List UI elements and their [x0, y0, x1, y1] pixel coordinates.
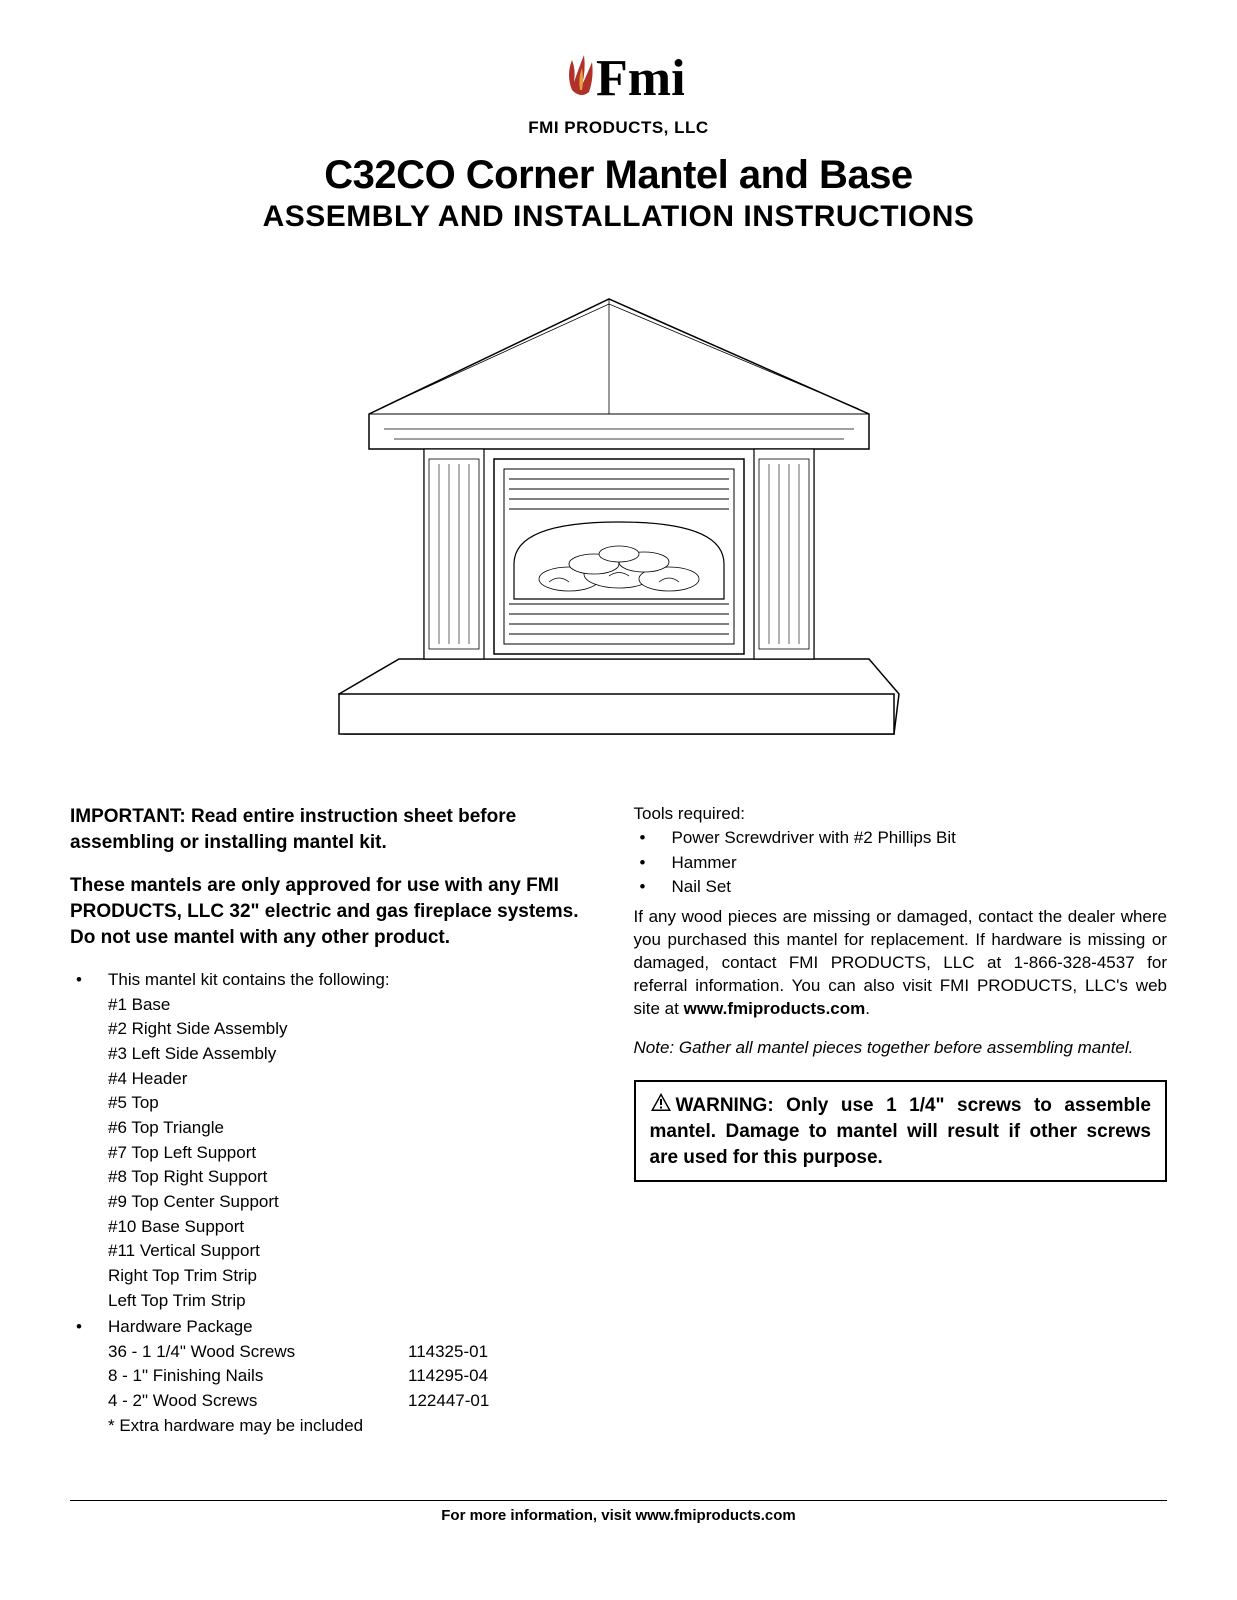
- footer: For more information, visit www.fmiprodu…: [70, 1500, 1167, 1524]
- warning-box: WARNING: Only use 1 1/4" screws to assem…: [634, 1080, 1168, 1183]
- tools-header: Tools required:: [634, 804, 1168, 824]
- hardware-note: * Extra hardware may be included: [108, 1414, 604, 1439]
- kit-item: Left Top Trim Strip: [108, 1289, 604, 1314]
- left-column: IMPORTANT: Read entire instruction sheet…: [70, 804, 604, 1440]
- note-text: Note: Gather all mantel pieces together …: [634, 1037, 1168, 1060]
- tools-list: Power Screwdriver with #2 Phillips BitHa…: [634, 826, 1168, 900]
- kit-item: #8 Top Right Support: [108, 1165, 604, 1190]
- hardware-row: 36 - 1 1/4" Wood Screws114325-01: [108, 1340, 604, 1365]
- warning-text: WARNING: Only use 1 1/4" screws to assem…: [650, 1094, 1152, 1167]
- kit-item: #2 Right Side Assembly: [108, 1017, 604, 1042]
- company-name: FMI PRODUCTS, LLC: [70, 118, 1167, 138]
- kit-item: Right Top Trim Strip: [108, 1264, 604, 1289]
- kit-item: #7 Top Left Support: [108, 1141, 604, 1166]
- kit-intro: This mantel kit contains the following:: [108, 970, 390, 989]
- hardware-row: 8 - 1" Finishing Nails114295-04: [108, 1364, 604, 1389]
- kit-item: #10 Base Support: [108, 1215, 604, 1240]
- kit-item: #3 Left Side Assembly: [108, 1042, 604, 1067]
- subtitle: ASSEMBLY AND INSTALLATION INSTRUCTIONS: [70, 200, 1167, 234]
- logo-area: Fmi FMI PRODUCTS, LLC: [70, 40, 1167, 138]
- kit-item: #9 Top Center Support: [108, 1190, 604, 1215]
- kit-item: #4 Header: [108, 1067, 604, 1092]
- kit-item: #6 Top Triangle: [108, 1116, 604, 1141]
- kit-item: #11 Vertical Support: [108, 1239, 604, 1264]
- kit-item: #1 Base: [108, 993, 604, 1018]
- fmi-logo: Fmi: [554, 40, 684, 115]
- tool-item: Hammer: [634, 851, 1168, 876]
- hardware-row: 4 - 2" Wood Screws122447-01: [108, 1389, 604, 1414]
- warning-icon: [650, 1092, 672, 1120]
- right-column: Tools required: Power Screwdriver with #…: [634, 804, 1168, 1440]
- tool-item: Nail Set: [634, 875, 1168, 900]
- contact-text: If any wood pieces are missing or damage…: [634, 906, 1168, 1021]
- tool-item: Power Screwdriver with #2 Phillips Bit: [634, 826, 1168, 851]
- kit-item: #5 Top: [108, 1091, 604, 1116]
- approval-text: These mantels are only approved for use …: [70, 873, 604, 950]
- svg-text:Fmi: Fmi: [596, 50, 684, 107]
- product-title: C32CO Corner Mantel and Base: [70, 153, 1167, 198]
- kit-contents: This mantel kit contains the following: …: [70, 968, 604, 1438]
- hardware-label: Hardware Package: [108, 1317, 253, 1336]
- important-text: IMPORTANT: Read entire instruction sheet…: [70, 804, 604, 855]
- fireplace-illustration: [70, 264, 1167, 759]
